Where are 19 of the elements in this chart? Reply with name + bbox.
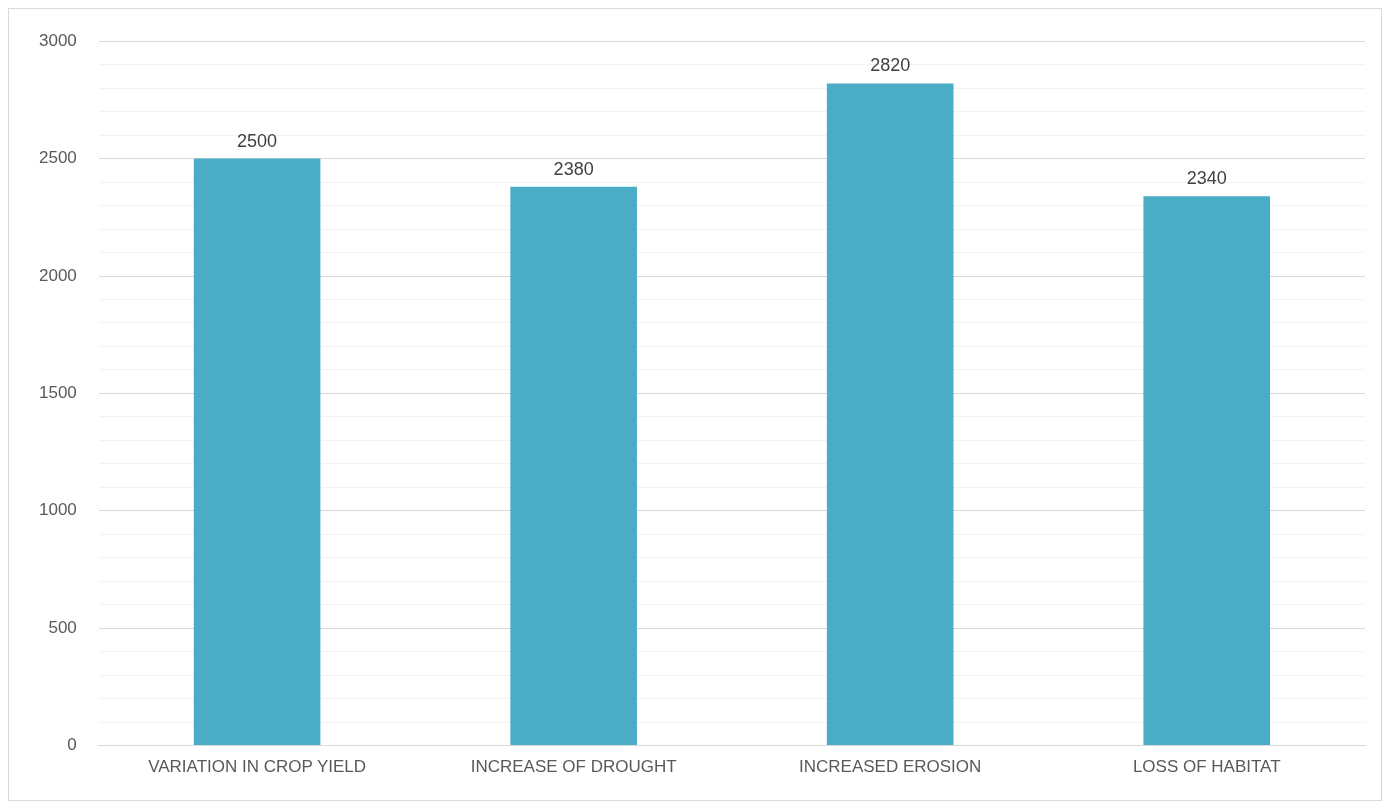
y-tick-label: 3000 <box>38 30 77 50</box>
y-tick-label: 1500 <box>38 383 77 403</box>
x-tick-label: VARIATION IN CROP YIELD <box>148 757 367 777</box>
data-label: 2820 <box>870 55 911 76</box>
x-tick-label: INCREASE OF DROUGHT <box>470 757 677 777</box>
y-tick-label: 2500 <box>38 148 77 168</box>
bar <box>510 186 637 746</box>
bar <box>826 83 954 746</box>
y-tick-label: 500 <box>48 617 77 637</box>
x-tick-label: LOSS OF HABITAT <box>1132 757 1281 777</box>
bar <box>1143 196 1271 746</box>
y-tick-label: 2000 <box>38 265 77 285</box>
bar <box>193 158 321 746</box>
y-tick-label: 1000 <box>38 500 77 520</box>
data-label: 2500 <box>237 130 278 151</box>
data-label: 2380 <box>553 158 594 179</box>
y-tick-label: 0 <box>67 735 77 755</box>
data-label: 2340 <box>1186 168 1227 189</box>
x-tick-label: INCREASED EROSION <box>799 757 982 777</box>
